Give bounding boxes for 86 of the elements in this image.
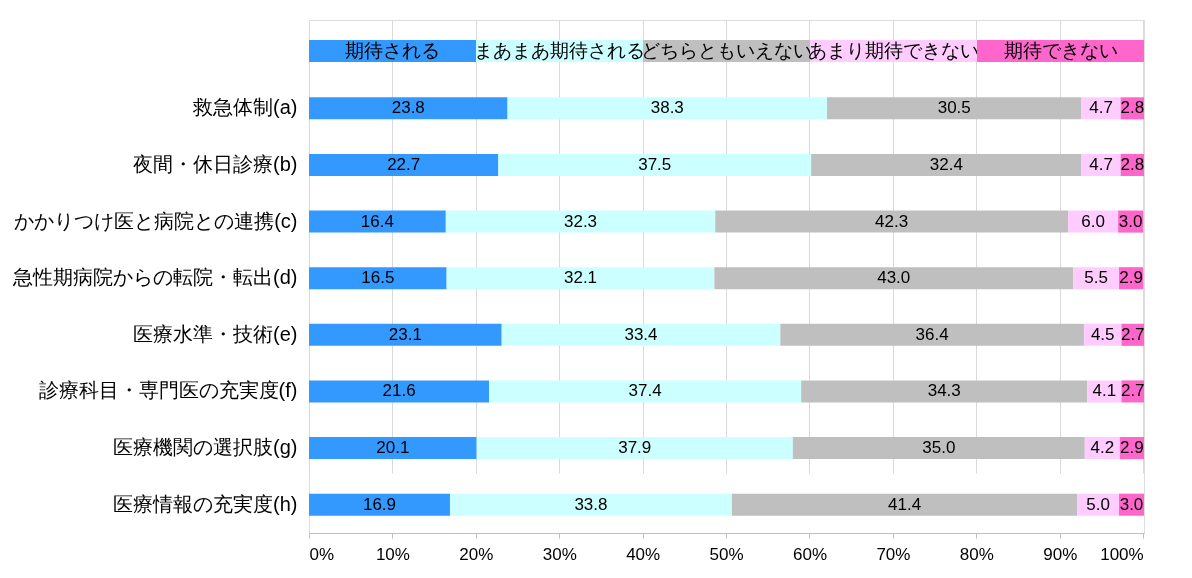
y-tick-label: 医療機関の選択肢(g)	[113, 436, 298, 459]
bar	[309, 267, 447, 290]
x-tick-label: 0%	[309, 544, 335, 564]
data-label: 32.4	[929, 154, 963, 174]
x-tick-label: 40%	[626, 544, 661, 564]
data-label: 22.7	[387, 154, 421, 174]
series-label: 期待される	[345, 40, 440, 61]
bar	[507, 97, 828, 120]
data-label: 43.0	[877, 268, 911, 288]
y-tick-label: 急性期病院からの転院・転出(d)	[12, 266, 298, 289]
bar	[827, 97, 1082, 120]
bar	[792, 437, 1085, 460]
bar	[446, 267, 715, 290]
x-tick-label: 70%	[876, 544, 911, 564]
bar	[811, 153, 1082, 176]
x-tick-label: 10%	[375, 544, 410, 564]
data-label: 36.4	[915, 324, 949, 344]
data-label: 4.7	[1089, 98, 1113, 118]
data-label: 4.2	[1090, 438, 1115, 458]
data-label: 37.9	[618, 438, 652, 458]
y-tick-label: 救急体制(a)	[192, 96, 298, 119]
bar	[309, 153, 499, 176]
bar	[309, 210, 446, 233]
y-tick-label: 診療科目・専門医の充実度(f)	[38, 379, 298, 402]
data-label: 6.0	[1081, 211, 1105, 231]
bar	[489, 380, 802, 403]
data-label: 3.0	[1119, 494, 1144, 514]
bar	[731, 493, 1078, 516]
data-label: 34.3	[927, 381, 961, 401]
y-tick-label: 医療情報の充実度(h)	[113, 492, 298, 515]
bar	[309, 493, 450, 516]
bar	[445, 210, 716, 233]
data-label: 4.1	[1092, 381, 1117, 401]
x-tick-label: 80%	[959, 544, 994, 564]
data-label: 2.7	[1120, 381, 1145, 401]
data-label: 30.5	[937, 98, 971, 118]
data-label: 42.3	[875, 211, 909, 231]
data-label: 20.1	[376, 438, 410, 458]
bar	[309, 437, 477, 460]
data-label: 37.5	[638, 154, 672, 174]
data-label: 32.3	[563, 211, 598, 231]
data-label: 16.9	[362, 494, 397, 514]
bar	[715, 210, 1069, 233]
bar	[309, 323, 502, 346]
data-label: 35.0	[922, 438, 956, 458]
x-tick-label: 50%	[709, 544, 744, 564]
data-label: 5.5	[1084, 268, 1108, 288]
data-label: 37.4	[628, 381, 662, 401]
series-label: まあまあ期待される	[474, 40, 645, 61]
data-label: 41.4	[888, 494, 922, 514]
data-label: 2.8	[1120, 154, 1145, 174]
data-label: 23.8	[391, 98, 425, 118]
data-label: 33.8	[574, 494, 608, 514]
bar	[449, 493, 732, 516]
data-label: 5.0	[1086, 494, 1110, 514]
data-label: 2.8	[1120, 98, 1145, 118]
bar	[501, 323, 781, 346]
bar	[476, 437, 793, 460]
data-label: 2.9	[1120, 438, 1144, 458]
data-label: 21.6	[382, 381, 416, 401]
x-tick-label: 20%	[459, 544, 494, 564]
bar	[498, 153, 812, 176]
x-tick-label: 60%	[792, 544, 828, 564]
data-label: 32.1	[563, 268, 598, 288]
x-tick-label: 30%	[542, 544, 577, 564]
x-tick-label: 100%	[1100, 544, 1144, 564]
data-label: 16.5	[361, 268, 395, 288]
x-tick-label: 90%	[1043, 544, 1078, 564]
data-label: 33.4	[624, 324, 658, 344]
y-tick-label: かかりつけ医と病院との連携(c)	[14, 209, 298, 232]
data-label: 16.4	[360, 211, 394, 231]
bar	[780, 323, 1084, 346]
series-label: 期待できない	[1003, 40, 1118, 61]
bar	[801, 380, 1088, 403]
data-label: 38.3	[650, 98, 684, 118]
bar	[714, 267, 1074, 290]
data-label: 2.9	[1119, 268, 1143, 288]
data-label: 4.7	[1089, 154, 1113, 174]
data-label: 3.0	[1118, 211, 1143, 231]
bar	[309, 380, 490, 403]
data-label: 23.1	[388, 324, 422, 344]
y-tick-label: 医療水準・技術(e)	[133, 322, 298, 345]
y-tick-label: 夜間・休日診療(b)	[133, 152, 298, 175]
data-label: 4.5	[1090, 324, 1115, 344]
bar	[309, 97, 508, 120]
data-label: 2.7	[1120, 324, 1145, 344]
